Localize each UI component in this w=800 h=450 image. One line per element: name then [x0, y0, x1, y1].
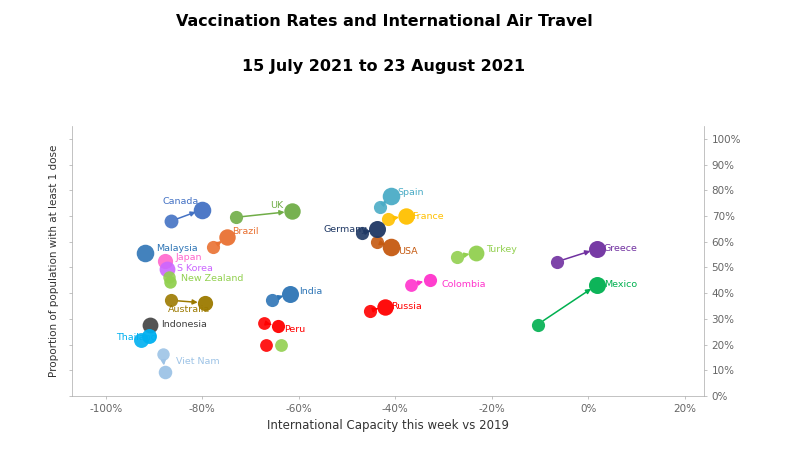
Point: [142, 333, 155, 340]
Point: [165, 217, 178, 225]
Text: UK: UK: [270, 201, 284, 210]
Point: [156, 350, 169, 357]
Point: [158, 257, 171, 265]
Point: [196, 206, 209, 213]
Text: Mexico: Mexico: [604, 280, 637, 289]
Text: Russia: Russia: [391, 302, 422, 311]
Text: Spain: Spain: [398, 189, 424, 198]
Point: [378, 303, 391, 310]
Point: [531, 321, 544, 328]
Point: [144, 321, 157, 328]
Point: [590, 245, 603, 252]
Point: [258, 319, 270, 326]
Point: [364, 307, 377, 314]
Text: Greece: Greece: [604, 244, 638, 253]
Point: [385, 244, 398, 251]
Point: [206, 244, 219, 251]
Text: Indonesia: Indonesia: [161, 320, 206, 329]
Text: Colombia: Colombia: [441, 280, 486, 289]
Point: [590, 281, 603, 288]
Point: [385, 192, 398, 199]
Point: [470, 249, 482, 256]
Point: [370, 226, 383, 233]
Point: [164, 279, 177, 286]
Point: [356, 229, 369, 236]
Text: Germany: Germany: [324, 225, 367, 234]
Point: [158, 369, 171, 376]
Text: Malaysia: Malaysia: [157, 244, 198, 253]
Point: [139, 249, 152, 256]
Point: [163, 274, 176, 281]
Point: [165, 297, 178, 304]
Point: [370, 238, 383, 245]
Point: [382, 216, 394, 223]
Text: Japan: Japan: [175, 253, 202, 262]
Point: [399, 212, 412, 220]
Point: [550, 258, 563, 265]
Point: [221, 234, 234, 241]
Point: [275, 342, 288, 349]
Text: Thailand: Thailand: [116, 333, 157, 342]
Point: [404, 281, 417, 288]
Text: Peru: Peru: [284, 324, 306, 333]
Point: [134, 336, 147, 343]
Text: France: France: [412, 212, 444, 220]
Text: Viet Nam: Viet Nam: [176, 357, 220, 366]
Point: [266, 296, 278, 303]
Text: Canada: Canada: [162, 198, 198, 207]
Point: [285, 208, 298, 215]
Point: [450, 253, 463, 260]
X-axis label: International Capacity this week vs 2019: International Capacity this week vs 2019: [267, 419, 509, 432]
Point: [160, 265, 173, 272]
Text: Vaccination Rates and International Air Travel: Vaccination Rates and International Air …: [176, 14, 592, 28]
Point: [284, 290, 297, 297]
Point: [230, 214, 242, 221]
Y-axis label: Proportion of population with at least 1 dose: Proportion of population with at least 1…: [49, 145, 59, 377]
Point: [198, 299, 211, 306]
Text: 15 July 2021 to 23 August 2021: 15 July 2021 to 23 August 2021: [242, 58, 526, 73]
Point: [423, 276, 436, 284]
Point: [271, 323, 284, 330]
Text: USA: USA: [398, 247, 418, 256]
Point: [259, 342, 272, 349]
Text: S Korea: S Korea: [177, 264, 213, 273]
Text: New Zealand: New Zealand: [181, 274, 243, 283]
Text: Brazil: Brazil: [232, 227, 258, 236]
Point: [374, 203, 386, 211]
Text: India: India: [298, 287, 322, 296]
Text: Australia: Australia: [168, 305, 210, 314]
Text: Turkey: Turkey: [486, 245, 517, 254]
